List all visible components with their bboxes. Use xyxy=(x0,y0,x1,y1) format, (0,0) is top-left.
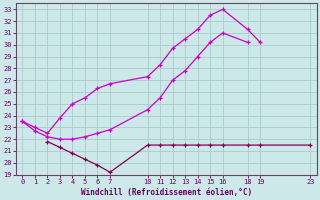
X-axis label: Windchill (Refroidissement éolien,°C): Windchill (Refroidissement éolien,°C) xyxy=(81,188,252,197)
